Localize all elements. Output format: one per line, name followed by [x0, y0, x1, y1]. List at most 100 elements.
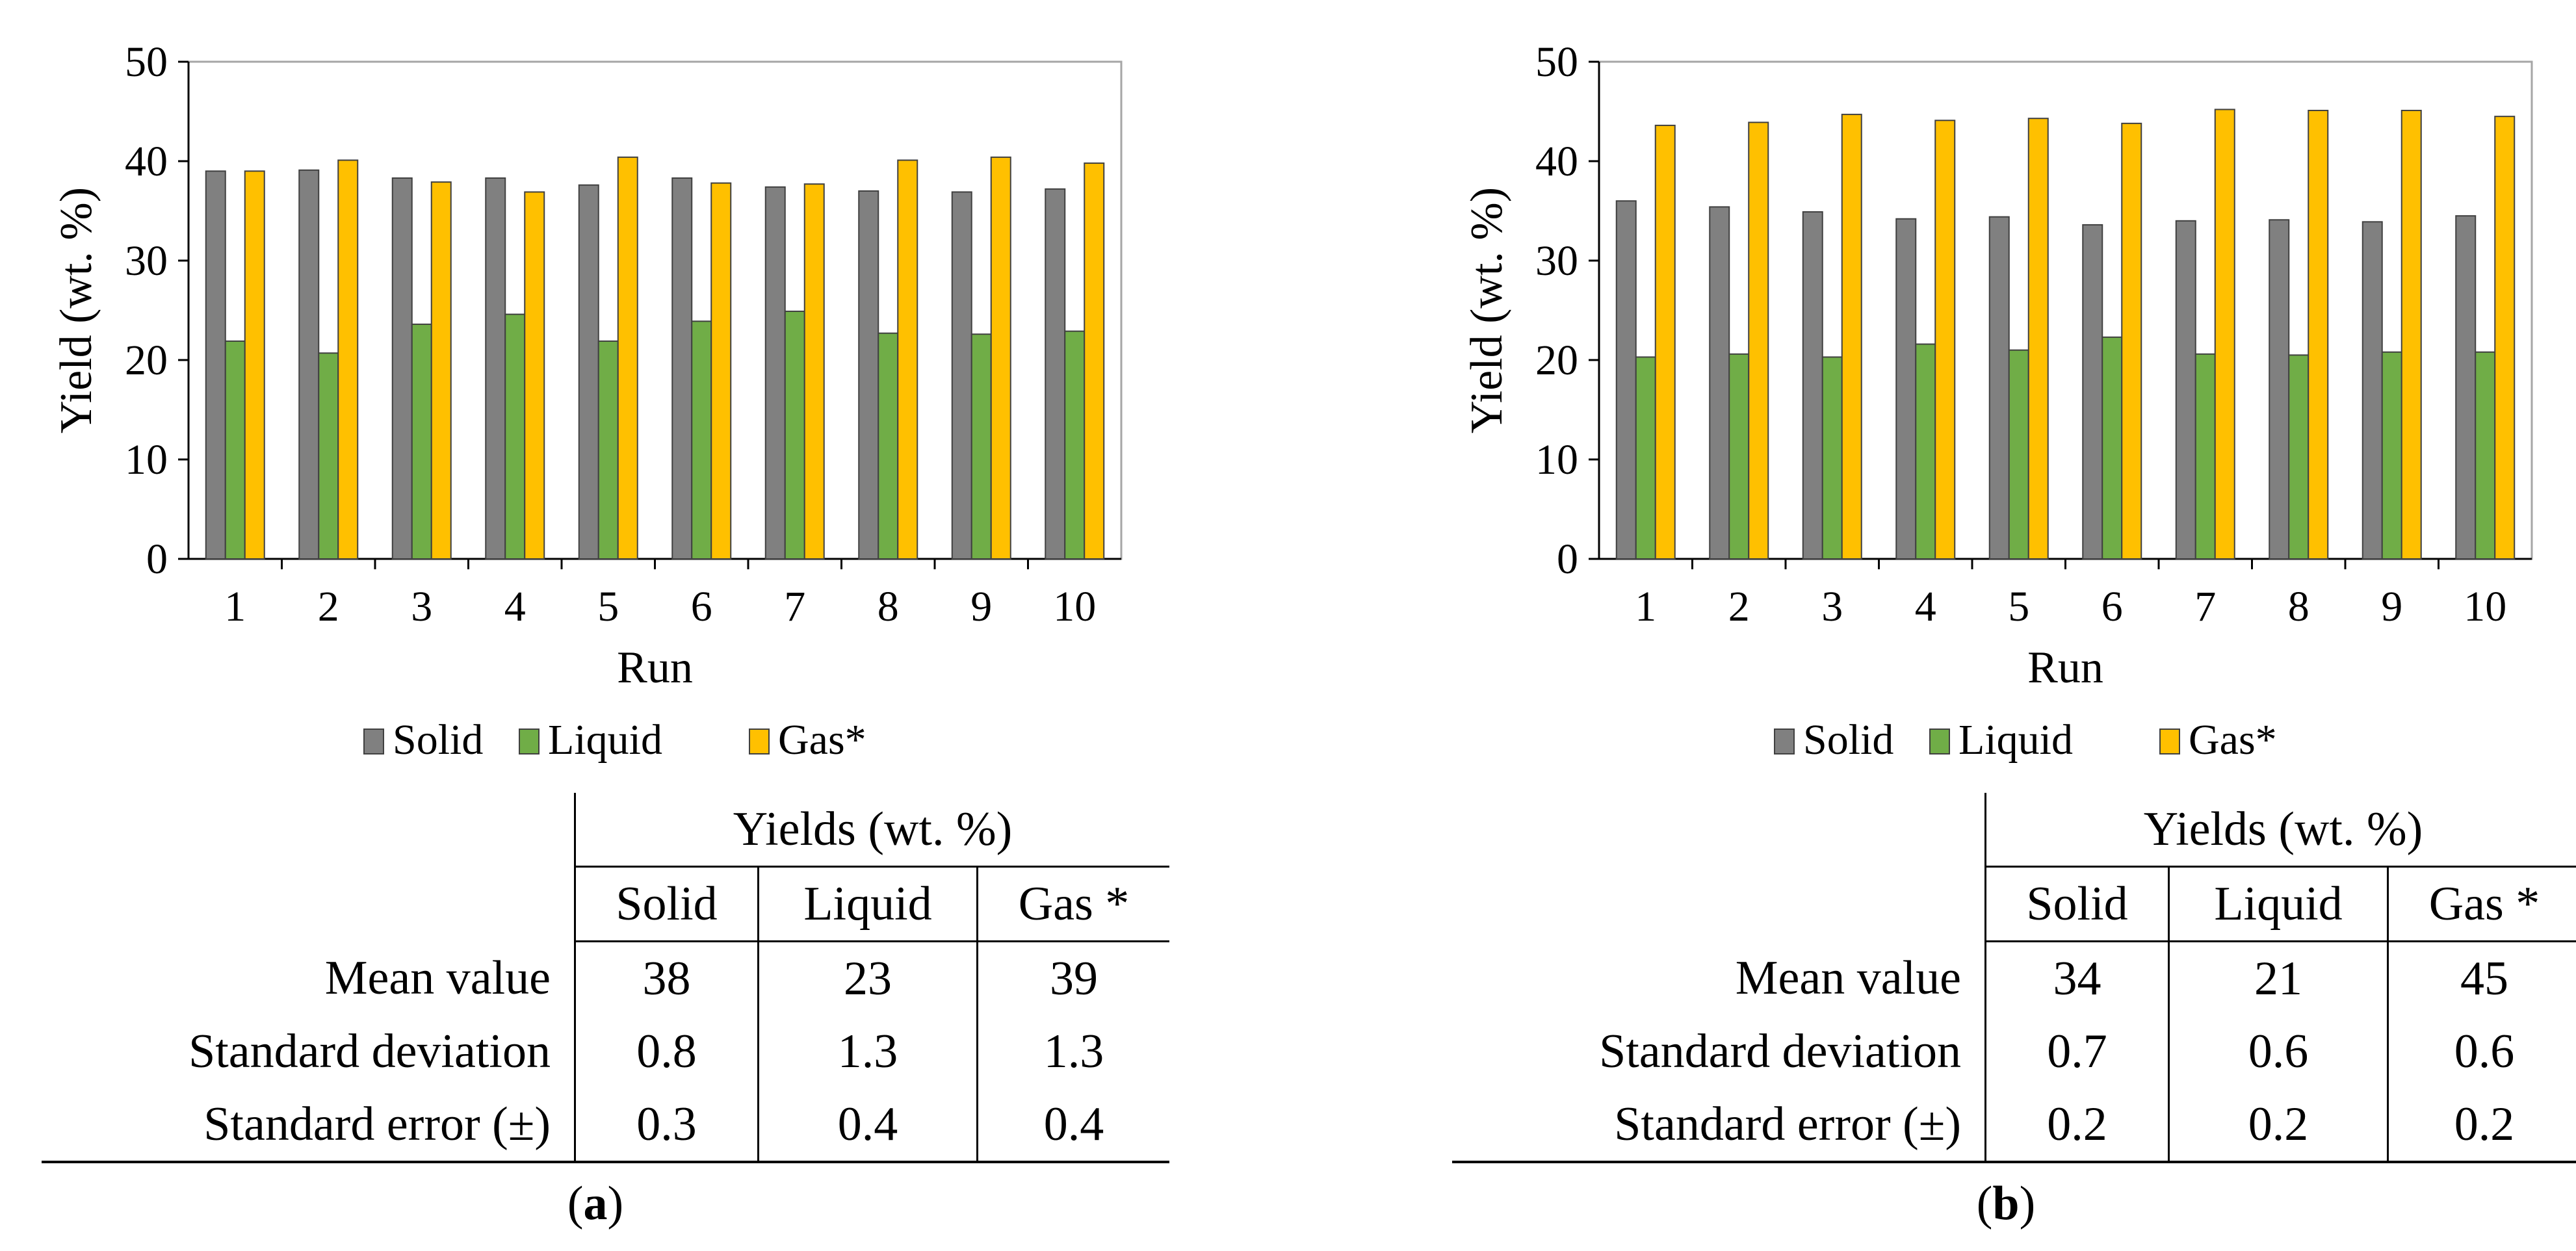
y-tick-label: 50 — [125, 38, 168, 86]
legend-swatch-liquid — [519, 729, 540, 754]
table-header-b: Yields (wt. %) — [1984, 793, 2576, 868]
y-tick-label: 50 — [1535, 38, 1578, 86]
legend-swatch-solid — [1774, 729, 1795, 754]
y-tick-label: 20 — [1535, 337, 1578, 384]
bar-gas-run-5 — [617, 156, 638, 560]
bar-liquid-run-4 — [1915, 343, 1936, 560]
y-tick-label: 10 — [125, 436, 168, 484]
bar-gas-run-1 — [1654, 124, 1676, 560]
bar-solid-run-2 — [1709, 206, 1730, 560]
y-axis-title: Yield (wt. %) — [1462, 187, 1512, 433]
row-label-stdev: Standard deviation — [1599, 1025, 1961, 1078]
y-tick-label: 10 — [1535, 436, 1578, 484]
bar-liquid-run-9 — [2381, 351, 2402, 560]
bar-solid-run-3 — [391, 177, 413, 560]
x-tick-label: 1 — [224, 583, 246, 630]
bar-solid-run-10 — [1045, 188, 1066, 560]
col-header-liquid: Liquid — [2168, 866, 2388, 942]
x-tick-label: 1 — [1635, 583, 1656, 630]
x-tick-label: 5 — [597, 583, 619, 630]
bar-solid-run-3 — [1802, 211, 1823, 560]
legend-label-solid: Solid — [1803, 716, 1893, 764]
bar-gas-run-4 — [524, 191, 545, 560]
x-tick-label: 6 — [691, 583, 712, 630]
cell-mean-solid: 38 — [574, 941, 759, 1015]
bar-gas-run-6 — [710, 182, 732, 560]
bar-gas-run-9 — [990, 156, 1011, 560]
cell-stdev-solid: 0.8 — [574, 1015, 759, 1088]
x-tick-label: 3 — [1821, 583, 1843, 630]
bar-liquid-run-10 — [2475, 351, 2496, 560]
bar-liquid-run-5 — [597, 340, 619, 560]
x-tick-label: 10 — [2464, 583, 2506, 630]
bar-solid-run-4 — [485, 177, 506, 560]
legend-swatch-solid — [363, 729, 384, 754]
caption-letter-a: a — [583, 1177, 608, 1230]
col-header-gas: Gas * — [976, 866, 1169, 942]
row-label-mean: Mean value — [1735, 951, 1961, 1005]
y-axis-title: Yield (wt. %) — [51, 187, 101, 433]
x-tick-label: 5 — [2008, 583, 2029, 630]
legend-swatch-gas — [749, 729, 770, 754]
bar-gas-run-9 — [2400, 109, 2422, 560]
bar-gas-run-4 — [1934, 120, 1956, 560]
row-label-stdev: Standard deviation — [189, 1025, 551, 1078]
bar-liquid-run-6 — [691, 320, 712, 560]
bar-gas-run-8 — [2308, 109, 2329, 560]
cell-stdev-gas: 0.6 — [2387, 1015, 2576, 1088]
cell-mean-solid: 34 — [1984, 941, 2169, 1015]
bar-solid-run-7 — [2175, 220, 2196, 560]
legend-label-solid: Solid — [393, 716, 483, 764]
legend-label-gas: Gas* — [2189, 716, 2277, 764]
bar-gas-run-2 — [1748, 122, 1769, 560]
caption-letter-b: b — [1992, 1177, 2020, 1230]
bar-liquid-run-10 — [1064, 330, 1086, 560]
bar-solid-run-8 — [2269, 219, 2290, 560]
bar-gas-run-7 — [2214, 109, 2235, 560]
bar-liquid-run-8 — [878, 332, 899, 560]
cell-mean-liquid: 21 — [2168, 941, 2388, 1015]
row-label-mean: Mean value — [324, 951, 551, 1005]
x-tick-label: 10 — [1053, 583, 1096, 630]
x-tick-label: 3 — [411, 583, 432, 630]
bar-solid-run-6 — [671, 177, 693, 560]
bar-liquid-run-3 — [411, 323, 432, 560]
cell-stdev-liquid: 1.3 — [757, 1015, 978, 1088]
bar-solid-run-8 — [858, 190, 879, 560]
stats-table-b: Yields (wt. %) Solid Liquid Gas * Mean v… — [1452, 793, 2576, 1163]
x-tick-label: 9 — [970, 583, 992, 630]
x-tick-label: 6 — [2101, 583, 2123, 630]
cell-stdev-solid: 0.7 — [1984, 1015, 2169, 1088]
x-axis-title: Run — [2027, 643, 2103, 693]
bar-liquid-run-7 — [2194, 353, 2216, 560]
bar-solid-run-5 — [1988, 216, 2010, 560]
x-tick-label: 2 — [318, 583, 339, 630]
y-tick-label: 40 — [1535, 138, 1578, 185]
y-tick-label: 30 — [1535, 237, 1578, 285]
y-tick-label: 0 — [1557, 535, 1578, 583]
bar-solid-run-2 — [298, 169, 320, 560]
cell-mean-gas: 45 — [2387, 941, 2576, 1015]
bar-liquid-run-8 — [2288, 354, 2309, 560]
row-label-sterr: Standard error (±) — [1452, 1088, 1986, 1163]
panel-a: 0 10 20 30 40 50 1 2 3 4 5 6 7 8 9 10 Run Yield (wt. %) So… — [42, 38, 1169, 1230]
bar-liquid-run-6 — [2101, 336, 2123, 560]
x-tick-label: 7 — [784, 583, 805, 630]
legend-label-gas: Gas* — [778, 716, 866, 764]
bar-liquid-run-1 — [1635, 356, 1656, 560]
bar-gas-run-2 — [337, 159, 359, 560]
bar-liquid-run-2 — [318, 352, 339, 560]
x-tick-label: 7 — [2194, 583, 2216, 630]
bar-solid-run-4 — [1895, 218, 1917, 560]
table-header-a: Yields (wt. %) — [574, 793, 1169, 868]
bar-liquid-run-3 — [1821, 356, 1843, 560]
col-header-gas: Gas * — [2387, 866, 2576, 942]
y-tick-label: 0 — [146, 535, 168, 583]
bar-solid-run-7 — [764, 186, 786, 560]
bar-solid-run-6 — [2082, 224, 2103, 560]
legend-label-liquid: Liquid — [548, 716, 662, 764]
x-tick-label: 8 — [878, 583, 899, 630]
chart-a: 0 10 20 30 40 50 1 2 3 4 5 6 7 8 9 10 Run Yield (wt. %) So… — [51, 38, 1123, 764]
cell-mean-liquid: 23 — [757, 941, 978, 1015]
caption-a: (a) — [567, 1177, 624, 1230]
